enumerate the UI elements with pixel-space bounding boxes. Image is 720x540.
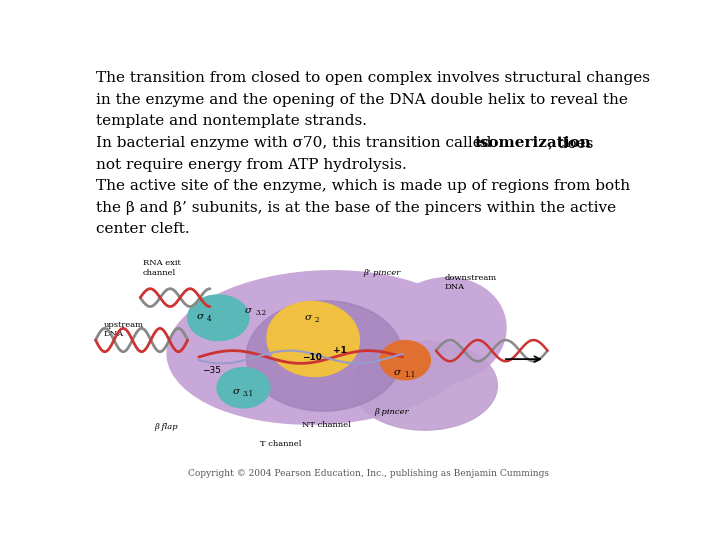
Text: center cleft.: center cleft. bbox=[96, 222, 189, 237]
Text: downstream
DNA: downstream DNA bbox=[444, 274, 497, 292]
Text: σ: σ bbox=[233, 388, 240, 396]
Text: NT channel: NT channel bbox=[302, 421, 351, 429]
Ellipse shape bbox=[352, 341, 498, 430]
Text: β flap: β flap bbox=[154, 423, 178, 431]
Text: not require energy from ATP hydrolysis.: not require energy from ATP hydrolysis. bbox=[96, 158, 406, 172]
Text: 4: 4 bbox=[207, 315, 212, 323]
Text: Copyright © 2004 Pearson Education, Inc., publishing as Benjamin Cummings: Copyright © 2004 Pearson Education, Inc.… bbox=[189, 469, 549, 477]
Ellipse shape bbox=[380, 341, 431, 380]
Text: in the enzyme and the opening of the DNA double helix to reveal the: in the enzyme and the opening of the DNA… bbox=[96, 93, 627, 107]
Text: 1.1: 1.1 bbox=[404, 372, 415, 380]
Text: RNA exit
channel: RNA exit channel bbox=[143, 259, 181, 276]
Text: template and nontemplate strands.: template and nontemplate strands. bbox=[96, 114, 366, 129]
Ellipse shape bbox=[246, 301, 402, 411]
Text: 3.1: 3.1 bbox=[243, 390, 253, 399]
Ellipse shape bbox=[267, 301, 359, 376]
Text: 3.2: 3.2 bbox=[255, 309, 266, 317]
Text: −35: −35 bbox=[202, 366, 220, 375]
Text: the β and β’ subunits, is at the base of the pincers within the active: the β and β’ subunits, is at the base of… bbox=[96, 201, 616, 215]
Text: σ: σ bbox=[197, 312, 204, 321]
Text: β’ pincer: β’ pincer bbox=[364, 269, 400, 277]
Text: σ: σ bbox=[394, 368, 401, 377]
Text: 2: 2 bbox=[315, 316, 320, 324]
Text: In bacterial enzyme with σ70, this transition called: In bacterial enzyme with σ70, this trans… bbox=[96, 136, 496, 150]
Ellipse shape bbox=[167, 271, 476, 424]
Text: , does: , does bbox=[548, 136, 593, 150]
Text: The active site of the enzyme, which is made up of regions from both: The active site of the enzyme, which is … bbox=[96, 179, 630, 193]
Text: T channel: T channel bbox=[260, 440, 302, 448]
Text: −10: −10 bbox=[302, 353, 322, 361]
Ellipse shape bbox=[382, 278, 506, 383]
Text: isomerization: isomerization bbox=[474, 136, 591, 150]
Text: β pincer: β pincer bbox=[374, 408, 409, 416]
Text: σ: σ bbox=[305, 313, 312, 322]
Ellipse shape bbox=[217, 368, 270, 408]
Text: The transition from closed to open complex involves structural changes: The transition from closed to open compl… bbox=[96, 71, 649, 85]
Text: +1: +1 bbox=[333, 346, 346, 355]
Text: σ: σ bbox=[245, 306, 252, 315]
Ellipse shape bbox=[188, 295, 249, 341]
Text: upstream
DNA: upstream DNA bbox=[104, 321, 144, 338]
